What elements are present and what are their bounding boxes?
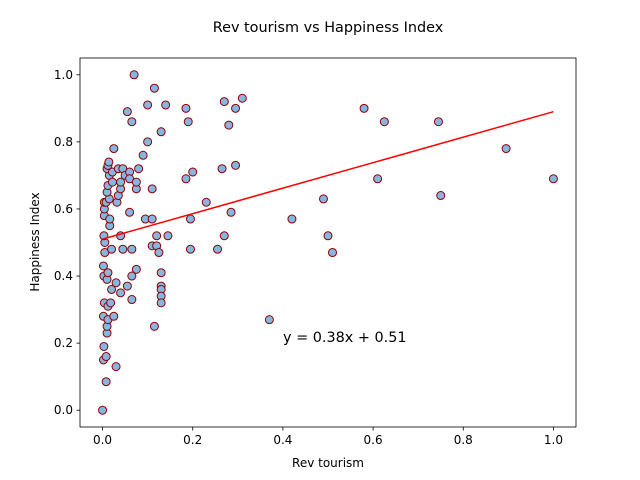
data-point [156,298,166,308]
data-point [111,278,121,288]
data-point [143,100,153,110]
data-point [548,174,558,184]
data-point [147,184,157,194]
data-point [103,268,113,278]
data-point [161,100,171,110]
data-point [106,298,116,308]
data-point [152,231,162,241]
data-point [379,117,389,127]
data-point [373,174,383,184]
y-tick-label: 1.0 [54,68,73,82]
data-point [287,214,297,224]
data-point [127,244,137,254]
data-point [127,117,137,127]
x-tick-label: 0.4 [273,433,292,447]
axes-layer: 0.0 0.2 0.4 0.6 0.8 1.0 0.0 0.2 0.4 0.6 0.8 1.0 [54,57,577,447]
data-point [107,284,117,294]
y-tick-label: 0.6 [54,202,73,216]
chart-title: Rev tourism vs Happiness Index [213,20,444,36]
data-point [264,315,274,325]
data-point [181,174,191,184]
data-point [98,261,108,271]
x-tick-label: 1.0 [544,433,563,447]
data-point [224,120,234,130]
data-point [149,321,159,331]
data-point [101,352,111,362]
x-tick-label: 0.8 [454,433,473,447]
data-point [226,207,236,217]
data-point [501,144,511,154]
x-axis-label: Rev tourism [292,456,364,470]
data-point [125,207,135,217]
y-tick-label: 0.8 [54,135,73,149]
data-point [131,264,141,274]
data-point [231,103,241,113]
data-point [201,197,211,207]
data-point [181,103,191,113]
x-tick-label: 0.6 [364,433,383,447]
data-point [116,177,126,187]
data-point [99,341,109,351]
data-point [156,268,166,278]
data-point [109,311,119,321]
regression-equation-annotation: y = 0.38x + 0.51 [283,330,407,346]
data-point [138,150,148,160]
data-point [107,177,117,187]
x-tick-label: 0.2 [183,433,202,447]
plot-frame [79,57,577,428]
data-point [129,70,139,80]
data-point [185,244,195,254]
data-point [163,231,173,241]
data-point [149,83,159,93]
y-tick-label: 0.4 [54,269,73,283]
data-point [213,244,223,254]
data-point [219,231,229,241]
points-layer [98,70,558,415]
data-point [237,93,247,103]
data-point [231,160,241,170]
data-point [143,137,153,147]
data-point [116,288,126,298]
data-point [318,194,328,204]
y-tick-label: 0.2 [54,336,73,350]
data-point [122,281,132,291]
data-point [131,177,141,187]
data-point [105,214,115,224]
data-point [104,157,114,167]
y-axis-label: Happiness Index [28,192,42,291]
data-point [111,362,121,372]
data-point [183,117,193,127]
data-point [156,127,166,137]
data-point [101,377,111,387]
data-point [118,244,128,254]
data-point [154,248,164,258]
y-tick-label: 0.0 [54,403,73,417]
data-point [185,214,195,224]
data-point [433,117,443,127]
data-point [127,295,137,305]
data-point [217,164,227,174]
data-point [436,191,446,201]
data-point [127,271,137,281]
data-point [359,103,369,113]
data-point [219,97,229,107]
data-point [109,144,119,154]
data-point [328,248,338,258]
data-point [147,214,157,224]
data-point [188,167,198,177]
regression-line [102,110,554,240]
fit-layer [102,110,554,240]
data-point [107,244,117,254]
data-point [122,107,132,117]
data-point [323,231,333,241]
x-tick-label: 0.0 [93,433,112,447]
data-point [134,164,144,174]
data-point [98,405,108,415]
